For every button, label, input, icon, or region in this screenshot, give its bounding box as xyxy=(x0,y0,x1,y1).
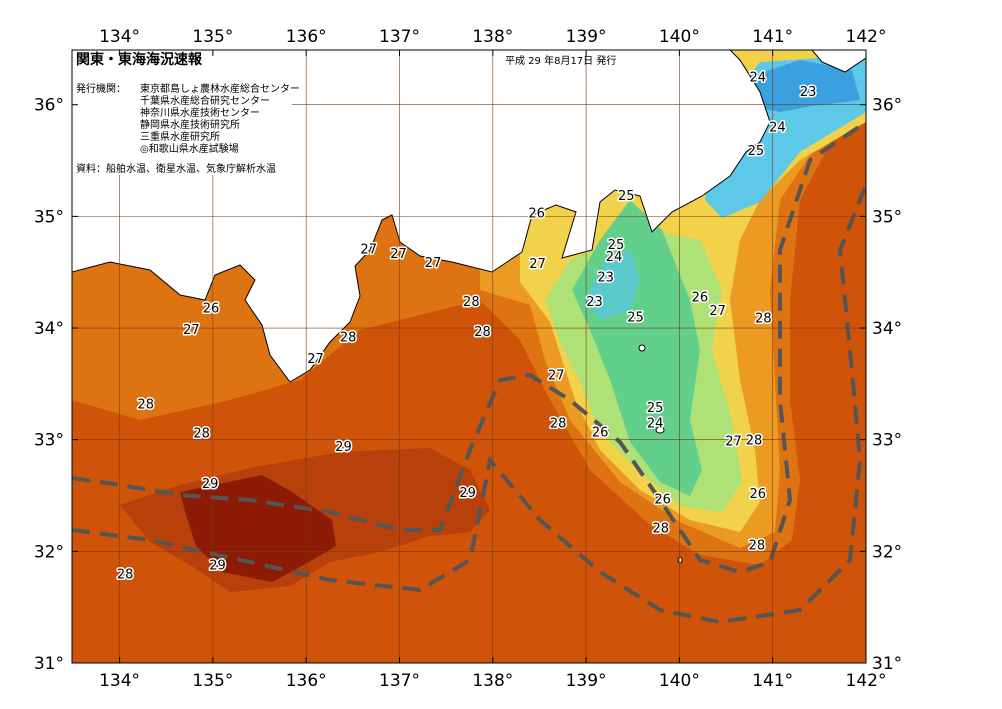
y-tick-label: 31° xyxy=(34,654,64,674)
contour-label: 28 xyxy=(193,427,210,442)
x-tick-label: 137° xyxy=(379,27,420,47)
contour-label: 23 xyxy=(586,295,603,310)
x-tick-label: 134° xyxy=(99,671,140,691)
issuer: 神奈川県水産技術センター xyxy=(140,106,260,119)
x-tick-label: 135° xyxy=(192,27,233,47)
cold-water xyxy=(740,60,860,112)
x-tick-label: 142° xyxy=(846,27,887,47)
kuroshio-axis xyxy=(72,120,866,575)
contour-label: 28 xyxy=(746,433,763,448)
contour-label: 26 xyxy=(749,487,766,502)
contour-label: 28 xyxy=(550,417,567,432)
contour-label: 29 xyxy=(209,558,226,573)
contour-label: 28 xyxy=(137,398,154,413)
y-tick-label: 31° xyxy=(872,654,902,674)
contour-label: 28 xyxy=(652,522,669,537)
x-tick-label: 139° xyxy=(566,671,607,691)
issuer: ◎和歌山県水産試験場 xyxy=(140,142,239,155)
contour-label: 29 xyxy=(335,440,352,455)
contour-label: 23 xyxy=(800,85,817,100)
issuer: 三重県水産研究所 xyxy=(140,130,220,143)
contour-label: 25 xyxy=(748,144,765,159)
title: 関東・東海海況速報 xyxy=(76,51,203,68)
y-tick-label: 35° xyxy=(872,207,902,227)
island xyxy=(638,344,646,352)
x-tick-label: 141° xyxy=(752,671,793,691)
contour-label: 27 xyxy=(709,304,726,319)
contour-label: 28 xyxy=(340,331,357,346)
map-area xyxy=(72,50,866,663)
contour-label: 24 xyxy=(769,121,786,136)
y-tick-label: 32° xyxy=(872,542,902,562)
contour-label: 27 xyxy=(307,352,324,367)
x-tick-label: 138° xyxy=(472,27,513,47)
island xyxy=(655,426,665,434)
contour-label: 24 xyxy=(749,70,766,85)
contour-label: 28 xyxy=(749,538,766,553)
x-tick-label: 140° xyxy=(659,27,700,47)
kuroshio-edge xyxy=(72,184,866,625)
x-tick-label: 141° xyxy=(752,27,793,47)
y-tick-label: 33° xyxy=(872,431,902,451)
contour-label: 24 xyxy=(606,250,623,265)
y-tick-label: 35° xyxy=(34,207,64,227)
y-tick-label: 36° xyxy=(34,96,64,116)
y-tick-label: 34° xyxy=(34,319,64,339)
contour-label: 27 xyxy=(360,242,377,257)
x-tick-label: 136° xyxy=(286,671,327,691)
contour-label: 25 xyxy=(627,310,644,325)
issue-date: 平成 29 年8月17日 発行 xyxy=(505,54,616,67)
x-tick-label: 140° xyxy=(659,671,700,691)
x-tick-label: 138° xyxy=(472,671,513,691)
contour-label: 28 xyxy=(463,295,480,310)
contour-label: 26 xyxy=(528,207,545,222)
contour-label: 27 xyxy=(725,434,742,449)
issuer-label: 発行機関： xyxy=(76,82,126,95)
y-tick-label: 34° xyxy=(872,319,902,339)
contour-label: 25 xyxy=(608,238,625,253)
issuer: 東京都島しょ農林水産総合センター xyxy=(140,82,300,95)
grid xyxy=(72,50,866,663)
contour-label: 27 xyxy=(425,256,442,271)
issuer: 静岡県水産技術研究所 xyxy=(140,118,240,131)
land-boso xyxy=(811,50,866,73)
y-tick-label: 36° xyxy=(872,96,902,116)
contour-label: 27 xyxy=(183,323,200,338)
contour-label: 27 xyxy=(529,257,546,272)
contour-label: 28 xyxy=(474,325,491,340)
contour-label: 28 xyxy=(755,312,772,327)
contour-label: 25 xyxy=(618,189,635,204)
contour-label: 26 xyxy=(692,290,709,305)
contour-label: 26 xyxy=(592,425,609,440)
contour-label: 26 xyxy=(203,302,220,317)
contour-label: 26 xyxy=(654,492,671,507)
issuer: 千葉県水産総合研究センター xyxy=(140,94,270,107)
y-tick-label: 33° xyxy=(34,431,64,451)
x-tick-label: 139° xyxy=(566,27,607,47)
contour-label: 29 xyxy=(459,486,476,501)
contour-label: 27 xyxy=(390,247,407,262)
contour-label: 25 xyxy=(647,401,664,416)
x-tick-label: 137° xyxy=(379,671,420,691)
x-tick-label: 136° xyxy=(286,27,327,47)
map-frame xyxy=(71,49,867,664)
x-tick-label: 134° xyxy=(99,27,140,47)
y-tick-label: 32° xyxy=(34,542,64,562)
contour-label: 27 xyxy=(548,369,565,384)
island xyxy=(677,556,683,564)
band-23 xyxy=(585,250,640,320)
x-tick-label: 135° xyxy=(192,671,233,691)
info-box xyxy=(72,50,292,175)
contour-label: 29 xyxy=(202,477,219,492)
source: 資料：船舶水温、衛星水温、気象庁解析水温 xyxy=(76,162,276,175)
contour-label: 28 xyxy=(117,567,134,582)
contour-label: 24 xyxy=(647,417,664,432)
contour-label: 23 xyxy=(597,270,614,285)
x-tick-label: 142° xyxy=(846,671,887,691)
